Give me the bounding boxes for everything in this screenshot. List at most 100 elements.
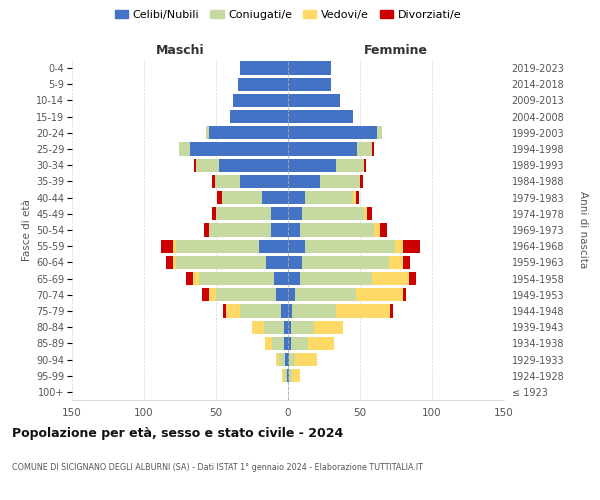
Bar (284, 336, 288, 350)
Bar (206, 126, 209, 140)
Bar (209, 224, 271, 236)
Bar (288, 207, 302, 220)
Bar (271, 224, 288, 236)
Bar (212, 175, 215, 188)
Bar (403, 256, 410, 269)
Bar (223, 304, 226, 318)
Bar (277, 353, 280, 366)
Bar (241, 62, 288, 74)
Bar (380, 224, 388, 236)
Bar (356, 288, 403, 302)
Bar (357, 142, 371, 156)
Bar (202, 288, 209, 302)
Bar (173, 240, 176, 253)
Bar (335, 304, 390, 318)
Bar (259, 240, 288, 253)
Bar (209, 288, 216, 302)
Bar (230, 110, 288, 124)
Bar (367, 207, 371, 220)
Bar (389, 256, 403, 269)
Bar (233, 94, 288, 107)
Bar (266, 256, 288, 269)
Bar (305, 240, 395, 253)
Bar (288, 353, 289, 366)
Bar (288, 62, 331, 74)
Bar (356, 191, 359, 204)
Bar (272, 336, 284, 350)
Bar (288, 78, 331, 91)
Bar (371, 272, 409, 285)
Bar (288, 272, 299, 285)
Bar (291, 336, 308, 350)
Y-axis label: Fasce di età: Fasce di età (22, 199, 32, 261)
Bar (288, 94, 340, 107)
Bar (288, 256, 302, 269)
Bar (299, 224, 374, 236)
Bar (289, 353, 295, 366)
Bar (364, 158, 366, 172)
Bar (186, 272, 193, 285)
Bar (217, 191, 222, 204)
Bar (166, 256, 173, 269)
Bar (288, 142, 357, 156)
Bar (409, 272, 416, 285)
Bar (374, 224, 380, 236)
Bar (241, 304, 281, 318)
Bar (353, 191, 356, 204)
Bar (403, 240, 421, 253)
Bar (288, 158, 335, 172)
Bar (292, 304, 335, 318)
Bar (288, 110, 353, 124)
Bar (277, 288, 288, 302)
Bar (176, 240, 259, 253)
Bar (288, 240, 305, 253)
Bar (271, 207, 288, 220)
Bar (196, 158, 219, 172)
Text: Maschi: Maschi (155, 44, 205, 57)
Bar (179, 142, 190, 156)
Bar (280, 353, 285, 366)
Bar (284, 369, 287, 382)
Bar (282, 369, 284, 382)
Bar (238, 78, 288, 91)
Bar (288, 369, 289, 382)
Bar (299, 272, 371, 285)
Bar (265, 336, 272, 350)
Bar (216, 288, 277, 302)
Bar (226, 304, 241, 318)
Bar (335, 158, 364, 172)
Bar (252, 320, 263, 334)
Legend: Celibi/Nubili, Coniugati/e, Vedovi/e, Divorziati/e: Celibi/Nubili, Coniugati/e, Vedovi/e, Di… (110, 6, 466, 25)
Bar (289, 369, 292, 382)
Bar (222, 191, 262, 204)
Bar (377, 126, 382, 140)
Bar (292, 369, 299, 382)
Bar (308, 336, 334, 350)
Bar (390, 304, 393, 318)
Bar (364, 207, 367, 220)
Bar (360, 175, 363, 188)
Bar (263, 320, 284, 334)
Bar (176, 256, 266, 269)
Bar (302, 256, 389, 269)
Bar (305, 191, 353, 204)
Bar (288, 175, 320, 188)
Bar (212, 207, 216, 220)
Bar (209, 126, 288, 140)
Bar (219, 158, 288, 172)
Bar (288, 191, 305, 204)
Bar (288, 126, 377, 140)
Bar (281, 304, 288, 318)
Bar (262, 191, 288, 204)
Bar (161, 240, 173, 253)
Bar (291, 320, 314, 334)
Bar (287, 369, 288, 382)
Text: Popolazione per età, sesso e stato civile - 2024: Popolazione per età, sesso e stato civil… (12, 428, 343, 440)
Bar (288, 288, 295, 302)
Bar (295, 288, 356, 302)
Bar (403, 288, 406, 302)
Bar (205, 224, 209, 236)
Bar (173, 256, 176, 269)
Bar (216, 207, 271, 220)
Bar (314, 320, 343, 334)
